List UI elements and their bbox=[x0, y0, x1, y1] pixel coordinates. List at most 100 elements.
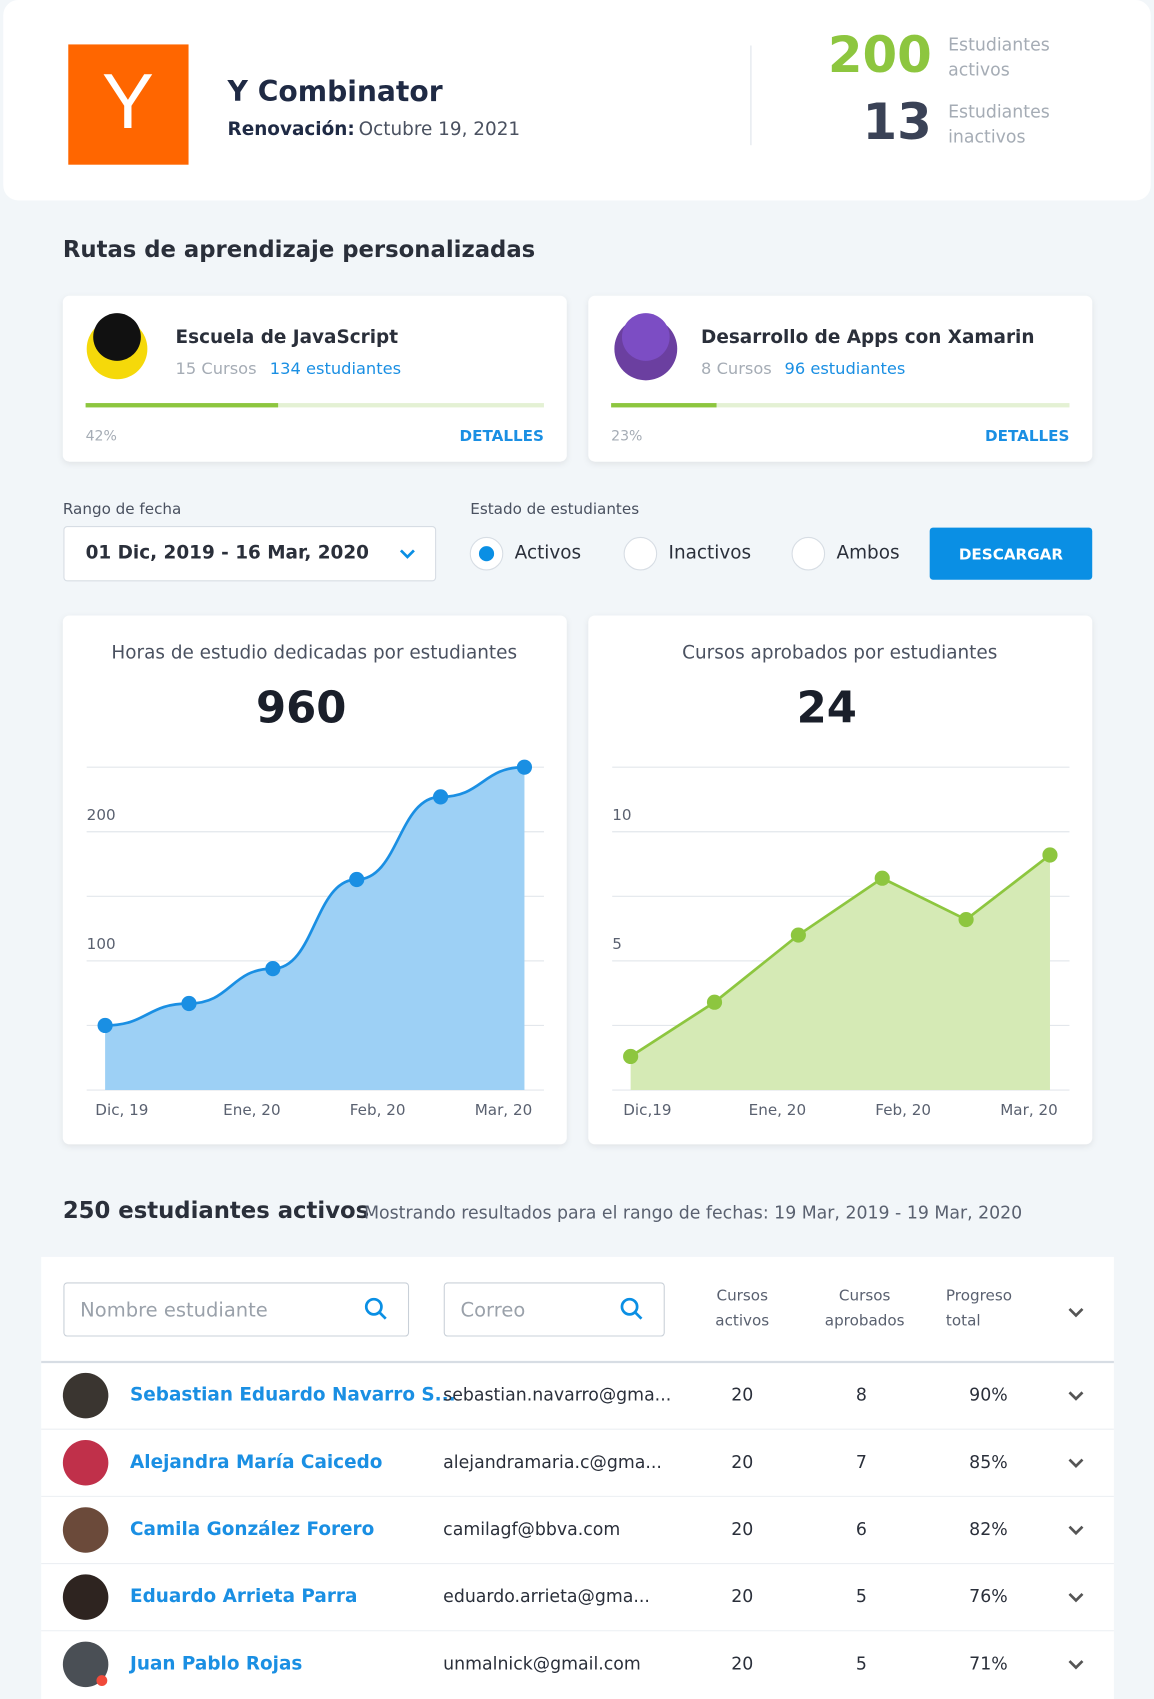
y-tick-label: 100 bbox=[87, 935, 116, 953]
email: sebastian.navarro@gma... bbox=[443, 1386, 671, 1406]
point bbox=[97, 1017, 113, 1034]
area bbox=[630, 854, 1050, 1091]
student-name[interactable]: Camila González Forero bbox=[130, 1519, 374, 1540]
chevron[interactable] bbox=[1068, 1307, 1084, 1318]
radio-label: Inactivos bbox=[669, 543, 752, 564]
path-name: Escuela de JavaScript bbox=[176, 327, 399, 348]
download-button[interactable] bbox=[929, 527, 1093, 580]
progress-label: 42% bbox=[86, 429, 117, 445]
cell: 20 bbox=[731, 1520, 753, 1540]
renewal-label: Renovación: bbox=[228, 119, 355, 140]
chevron[interactable] bbox=[1068, 1660, 1084, 1670]
stat-label: activos bbox=[948, 60, 1010, 80]
chevron[interactable] bbox=[1068, 1458, 1084, 1468]
progress-track bbox=[85, 403, 544, 408]
search-name[interactable] bbox=[63, 1282, 410, 1337]
stat-label: Estudiantes bbox=[948, 103, 1050, 123]
stat-value: 13 bbox=[863, 93, 932, 151]
header bbox=[3, 0, 1151, 201]
radio-dot bbox=[478, 546, 495, 562]
stat-value: 200 bbox=[828, 26, 932, 84]
radio[interactable] bbox=[623, 536, 658, 571]
point bbox=[958, 911, 974, 928]
button-label: DESCARGAR bbox=[959, 545, 1064, 563]
x-tick-label: Mar, 20 bbox=[1000, 1101, 1058, 1119]
column-header: Cursos bbox=[839, 1286, 891, 1304]
x-tick-label: Feb, 20 bbox=[875, 1101, 931, 1119]
cell: 90% bbox=[969, 1386, 1008, 1406]
column-header: aprobados bbox=[825, 1311, 905, 1329]
column-header: total bbox=[946, 1311, 981, 1329]
avatar bbox=[62, 1507, 109, 1553]
cell: 5 bbox=[856, 1654, 867, 1674]
date-input[interactable] bbox=[63, 526, 437, 582]
email: unmalnick@gmail.com bbox=[443, 1654, 641, 1674]
radio-label: Activos bbox=[515, 543, 581, 564]
cell: 71% bbox=[969, 1654, 1008, 1674]
cell: 85% bbox=[969, 1453, 1008, 1473]
point bbox=[516, 759, 533, 775]
line bbox=[629, 853, 1051, 1058]
email: eduardo.arrieta@gma... bbox=[443, 1587, 650, 1607]
x-tick-label: Ene, 20 bbox=[223, 1101, 280, 1119]
point bbox=[349, 871, 365, 888]
stat-label: inactivos bbox=[948, 128, 1025, 148]
placeholder: Nombre estudiante bbox=[80, 1299, 268, 1322]
student-name[interactable]: Eduardo Arrieta Parra bbox=[130, 1586, 357, 1607]
progress-bar bbox=[85, 403, 279, 408]
logo-letter: Y bbox=[102, 57, 154, 145]
cell: 20 bbox=[731, 1654, 753, 1674]
details-link[interactable]: DETALLES bbox=[460, 427, 544, 445]
avatar bbox=[62, 1574, 109, 1620]
point bbox=[181, 995, 197, 1012]
chevron[interactable] bbox=[1068, 1391, 1084, 1401]
courses: 15 Cursos bbox=[176, 359, 257, 378]
avatar bbox=[62, 1372, 109, 1419]
table-heading: 250 estudiantes activos bbox=[63, 1198, 369, 1224]
chart-total: 960 bbox=[256, 683, 346, 733]
chart-title: Horas de estudio dedicadas por estudiant… bbox=[111, 642, 517, 663]
cell: 5 bbox=[856, 1587, 867, 1607]
cell: 6 bbox=[856, 1520, 867, 1540]
card bbox=[588, 295, 1093, 462]
courses: 8 Cursos bbox=[701, 359, 772, 378]
progress-label: 23% bbox=[611, 429, 642, 445]
x-tick-label: Feb, 20 bbox=[350, 1101, 406, 1119]
point bbox=[623, 1048, 639, 1065]
chevron[interactable] bbox=[1068, 1592, 1084, 1603]
cell: 20 bbox=[731, 1386, 753, 1406]
column-header: activos bbox=[715, 1311, 769, 1329]
avatar bbox=[62, 1641, 109, 1688]
path-name: Desarrollo de Apps con Xamarin bbox=[701, 327, 1034, 348]
chevron[interactable] bbox=[1068, 1525, 1084, 1536]
logo bbox=[68, 44, 189, 165]
y-tick-label: 5 bbox=[612, 935, 622, 953]
area bbox=[105, 767, 525, 1091]
students: 134 estudiantes bbox=[270, 359, 401, 378]
column-header: Cursos bbox=[716, 1286, 768, 1304]
card bbox=[62, 295, 567, 462]
student-name[interactable]: Alejandra María Caicedo bbox=[130, 1452, 382, 1473]
students: 96 estudiantes bbox=[784, 359, 905, 378]
x-tick-label: Dic, 19 bbox=[95, 1101, 148, 1119]
x-tick-label: Dic,19 bbox=[623, 1101, 671, 1119]
search-email[interactable] bbox=[443, 1282, 665, 1337]
cell: 7 bbox=[856, 1453, 867, 1473]
icon bbox=[621, 313, 670, 361]
progress-bar bbox=[611, 403, 717, 408]
point bbox=[790, 927, 806, 943]
radio[interactable] bbox=[791, 536, 826, 571]
progress-track bbox=[611, 403, 1070, 408]
point bbox=[874, 870, 890, 886]
details-link[interactable]: DETALLES bbox=[985, 427, 1069, 445]
student-name[interactable]: Sebastian Eduardo Navarro S... bbox=[130, 1385, 456, 1406]
renewal-date: Octubre 19, 2021 bbox=[359, 119, 520, 140]
student-name[interactable]: Juan Pablo Rojas bbox=[128, 1653, 302, 1674]
chart-title: Cursos aprobados por estudiantes bbox=[682, 642, 997, 663]
chart-total: 24 bbox=[797, 683, 857, 733]
point bbox=[265, 961, 281, 977]
email: alejandramaria.c@gma... bbox=[443, 1453, 662, 1473]
point bbox=[432, 789, 449, 805]
point bbox=[1042, 847, 1058, 863]
